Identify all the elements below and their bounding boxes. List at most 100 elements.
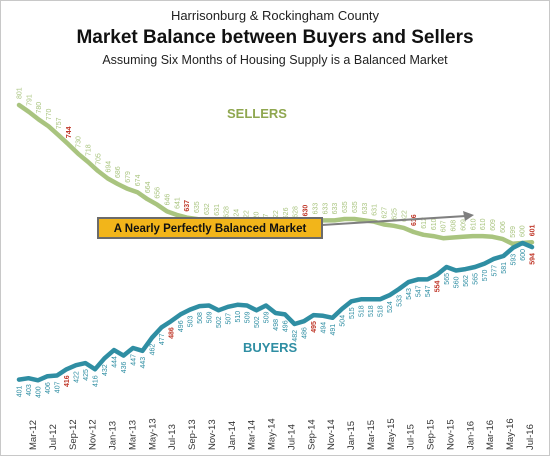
data-label-buyers: 509 xyxy=(245,311,252,323)
data-label-buyers: 496 xyxy=(178,320,185,332)
data-label-buyers: 509 xyxy=(207,311,214,323)
data-label-buyers: 581 xyxy=(501,262,508,274)
data-label-buyers: 400 xyxy=(36,386,43,398)
data-label-sellers: 622 xyxy=(243,210,250,222)
data-label-buyers: 508 xyxy=(197,312,204,324)
x-tick-label: Sep-15 xyxy=(426,419,437,450)
data-label-buyers: 593 xyxy=(511,254,518,266)
data-label-buyers: 502 xyxy=(216,316,223,328)
data-label-sellers: 630 xyxy=(303,205,310,217)
data-label-sellers: 757 xyxy=(56,117,63,129)
data-label-buyers: 486 xyxy=(302,327,309,339)
data-label-buyers: 425 xyxy=(83,369,90,381)
data-label-buyers: 444 xyxy=(112,356,119,368)
data-label-buyers: 416 xyxy=(93,375,100,387)
data-label-sellers: 609 xyxy=(460,219,467,231)
data-label-sellers: 656 xyxy=(155,187,162,199)
data-label-buyers: 407 xyxy=(55,381,62,393)
x-tick-label: Nov-13 xyxy=(207,419,218,450)
data-label-buyers: 515 xyxy=(349,307,356,319)
data-label-sellers: 610 xyxy=(480,218,487,230)
x-tick-label: Jan-16 xyxy=(465,421,476,450)
data-label-sellers: 633 xyxy=(332,203,339,215)
data-label-sellers: 622 xyxy=(401,210,408,222)
data-label-sellers: 625 xyxy=(391,208,398,220)
data-label-sellers: 631 xyxy=(214,204,221,216)
data-label-buyers: 547 xyxy=(416,285,423,297)
data-label-sellers: 633 xyxy=(313,203,320,215)
data-label-sellers: 705 xyxy=(95,153,102,165)
data-label-buyers: 482 xyxy=(292,330,299,342)
x-tick-label: Sep-13 xyxy=(187,419,198,450)
x-tick-label: Jan-14 xyxy=(227,421,238,450)
data-label-buyers: 477 xyxy=(159,333,166,345)
data-label-sellers: 610 xyxy=(431,218,438,230)
data-label-buyers: 560 xyxy=(454,276,461,288)
x-tick-label: Mar-16 xyxy=(485,420,496,450)
data-label-sellers: 624 xyxy=(234,209,241,221)
data-label-sellers: 633 xyxy=(322,203,329,215)
data-label-buyers: 401 xyxy=(17,386,24,398)
data-label-sellers: 770 xyxy=(46,109,53,121)
data-label-sellers: 627 xyxy=(382,207,389,219)
data-label-sellers: 730 xyxy=(76,136,83,148)
data-label-buyers: 462 xyxy=(150,344,157,356)
data-label-buyers: 491 xyxy=(330,324,337,336)
x-tick-label: Jul-15 xyxy=(406,424,417,450)
x-tick-label: Mar-15 xyxy=(366,420,377,450)
x-tick-label: May-13 xyxy=(147,418,158,450)
annotation-text: A Nearly Perfectly Balanced Market xyxy=(114,223,307,235)
x-tick-label: May-15 xyxy=(386,418,397,450)
x-tick-label: Jul-14 xyxy=(286,424,297,450)
data-label-sellers: 606 xyxy=(500,221,507,233)
data-label-buyers: 565 xyxy=(473,273,480,285)
data-label-buyers: 507 xyxy=(226,313,233,325)
data-label-buyers: 495 xyxy=(311,321,318,333)
data-label-buyers: 502 xyxy=(254,316,261,328)
data-label-buyers: 594 xyxy=(530,253,537,265)
data-label-buyers: 504 xyxy=(340,315,347,327)
x-tick-label: Jul-16 xyxy=(525,424,536,450)
data-label-sellers: 610 xyxy=(470,218,477,230)
data-label-buyers: 436 xyxy=(121,362,128,374)
x-tick-label: Mar-14 xyxy=(247,420,258,450)
x-tick-label: Nov-12 xyxy=(88,419,99,450)
data-label-buyers: 533 xyxy=(397,295,404,307)
data-label-sellers: 628 xyxy=(293,206,300,218)
data-label-sellers: 608 xyxy=(451,220,458,232)
data-label-sellers: 600 xyxy=(520,225,527,237)
data-label-sellers: 609 xyxy=(490,219,497,231)
data-label-sellers: 674 xyxy=(135,174,142,186)
chart-subtitle: Assuming Six Months of Housing Supply is… xyxy=(102,53,448,67)
x-tick-label: Jul-12 xyxy=(48,424,59,450)
chart-title: Market Balance between Buyers and Seller… xyxy=(76,27,474,48)
data-label-sellers: 744 xyxy=(66,126,73,138)
data-label-sellers: 664 xyxy=(145,181,152,193)
data-label-buyers: 403 xyxy=(26,384,33,396)
data-label-sellers: 646 xyxy=(165,194,172,206)
x-tick-label: Nov-15 xyxy=(446,419,457,450)
data-label-buyers: 518 xyxy=(359,305,366,317)
data-label-buyers: 510 xyxy=(235,311,242,323)
data-label-sellers: 601 xyxy=(530,225,537,237)
data-label-sellers: 718 xyxy=(86,144,93,156)
data-label-buyers: 562 xyxy=(463,275,470,287)
data-label-sellers: 635 xyxy=(352,201,359,213)
data-label-buyers: 422 xyxy=(74,371,81,383)
data-label-sellers: 791 xyxy=(26,94,33,106)
data-label-sellers: 612 xyxy=(421,217,428,229)
chart-supertitle: Harrisonburg & Rockingham County xyxy=(170,8,380,23)
data-label-sellers: 622 xyxy=(273,210,280,222)
data-label-buyers: 498 xyxy=(273,319,280,331)
x-tick-label: Jan-15 xyxy=(346,421,357,450)
data-label-buyers: 547 xyxy=(425,285,432,297)
data-label-sellers: 599 xyxy=(510,226,517,238)
annotation-box xyxy=(97,217,323,239)
annotation-arrowhead xyxy=(463,211,474,221)
x-tick-label: Sep-12 xyxy=(68,419,79,450)
data-label-sellers: 626 xyxy=(283,207,290,219)
series-line-buyers xyxy=(16,240,535,383)
data-label-buyers: 416 xyxy=(64,375,71,387)
data-label-sellers: 686 xyxy=(115,166,122,178)
data-label-buyers: 503 xyxy=(188,316,195,328)
